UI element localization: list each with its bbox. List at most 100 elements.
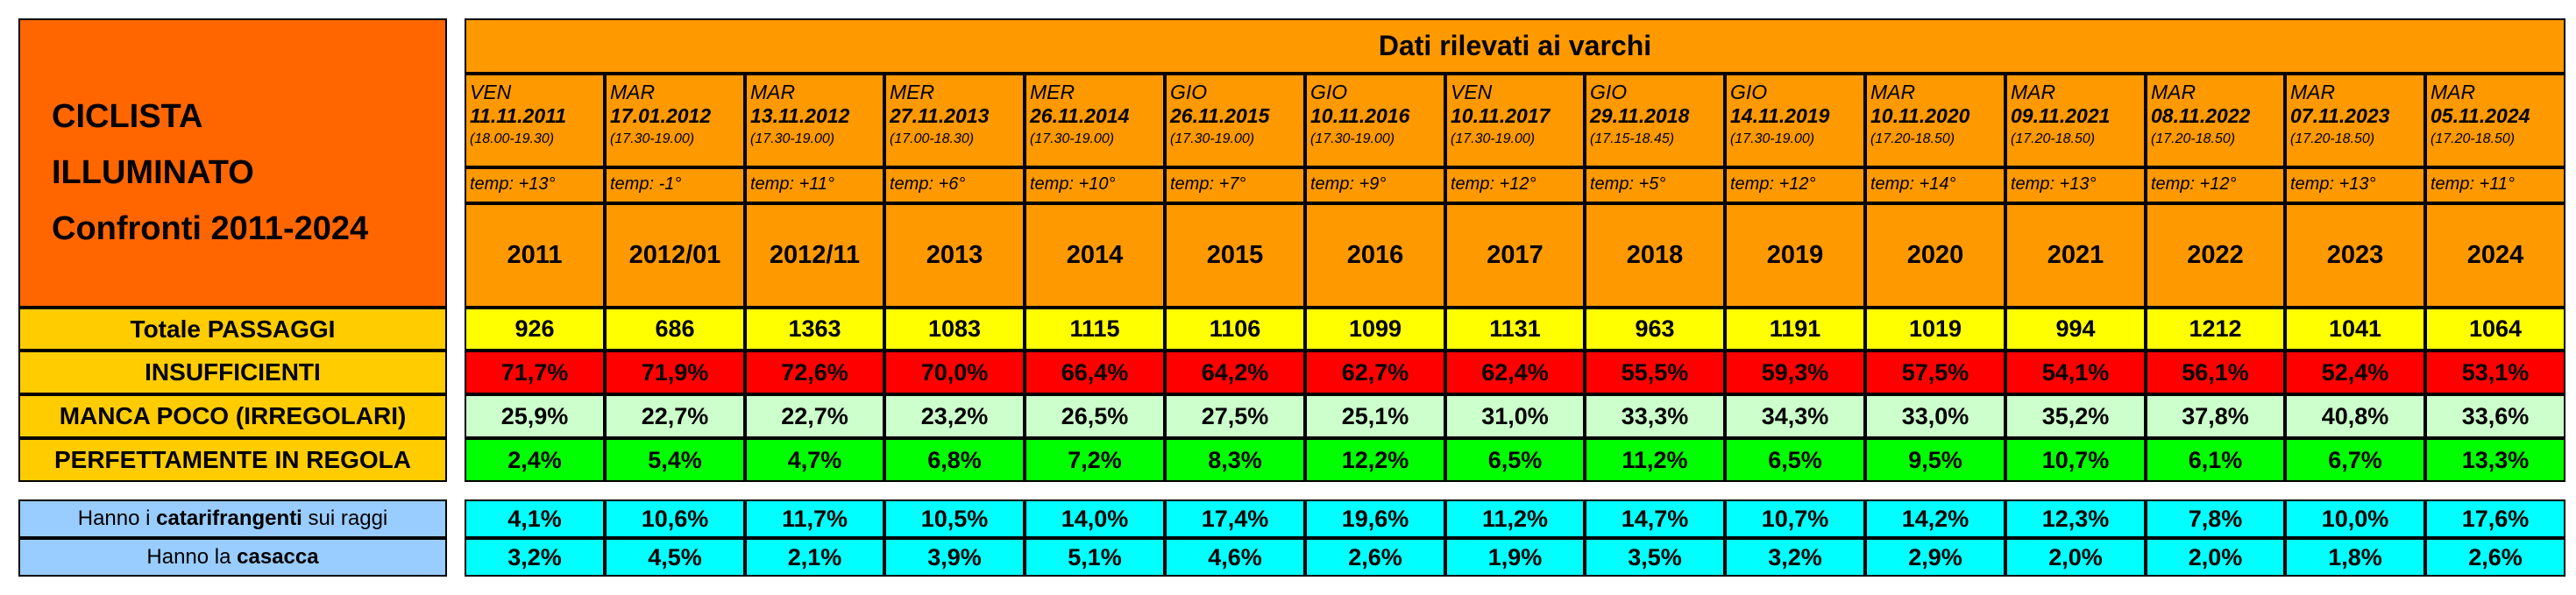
- temperature-cell: temp: +6°: [884, 167, 1025, 203]
- insufficienti-cell: 56,1%: [2146, 351, 2285, 394]
- time-range: (17.30-19.00): [1730, 131, 1815, 146]
- catarifrangenti-cell: 14,2%: [1865, 499, 2005, 538]
- totale-cell: 1106: [1165, 308, 1305, 351]
- row-label-regola: PERFETTAMENTE IN REGOLA: [18, 438, 447, 482]
- manca-poco-cell: 33,3%: [1585, 394, 1725, 438]
- casacca-cell: 1,8%: [2285, 538, 2425, 577]
- year-cell: 2020: [1865, 203, 2005, 308]
- manca-poco-cell: 35,2%: [2005, 394, 2146, 438]
- weekday: MAR: [2290, 81, 2336, 103]
- manca-poco-cell: 22,7%: [745, 394, 884, 438]
- year-cell: 2021: [2005, 203, 2146, 308]
- regola-cell: 9,5%: [1865, 438, 2005, 482]
- catarifrangenti-cell: 10,5%: [884, 499, 1025, 538]
- time-range: (17.00-18.30): [890, 131, 975, 146]
- totale-cell: 1064: [2425, 308, 2565, 351]
- regola-cell: 6,7%: [2285, 438, 2425, 482]
- manca-poco-cell: 26,5%: [1025, 394, 1165, 438]
- row-label-catarifrangenti: Hanno i catarifrangenti sui raggi: [18, 499, 447, 538]
- cat-label-bold: catarifrangenti: [156, 506, 302, 530]
- manca-poco-cell: 25,1%: [1305, 394, 1445, 438]
- catarifrangenti-cell: 7,8%: [2146, 499, 2285, 538]
- catarifrangenti-cell: 10,7%: [1725, 499, 1865, 538]
- survey-date: 17.01.2012: [610, 104, 712, 127]
- weekday: MAR: [2011, 81, 2056, 103]
- weekday: GIO: [1170, 81, 1208, 103]
- time-range: (17.30-19.00): [1030, 131, 1115, 146]
- manca-poco-cell: 31,0%: [1445, 394, 1585, 438]
- date-cell: MAR 05.11.2024 (17.20-18.50): [2425, 74, 2565, 167]
- insufficienti-cell: 71,9%: [605, 351, 745, 394]
- totale-cell: 1212: [2146, 308, 2285, 351]
- year-cell: 2024: [2425, 203, 2565, 308]
- date-cell: MER 27.11.2013 (17.00-18.30): [884, 74, 1025, 167]
- title-line-2: ILLUMINATO: [52, 154, 254, 191]
- totale-cell: 1083: [884, 308, 1025, 351]
- casacca-cell: 4,5%: [605, 538, 745, 577]
- cat-label-post: sui raggi: [302, 506, 388, 530]
- catarifrangenti-cell: 11,7%: [745, 499, 884, 538]
- temperature-cell: temp: +9°: [1305, 167, 1445, 203]
- time-range: (17.20-18.50): [2151, 131, 2236, 146]
- time-range: (17.20-18.50): [2431, 131, 2516, 146]
- weekday: MER: [1030, 81, 1075, 103]
- manca-poco-cell: 37,8%: [2146, 394, 2285, 438]
- weekday: MAR: [750, 81, 796, 103]
- totale-cell: 963: [1585, 308, 1725, 351]
- insufficienti-cell: 57,5%: [1865, 351, 2005, 394]
- insufficienti-cell: 71,7%: [465, 351, 605, 394]
- survey-date: 26.11.2015: [1170, 104, 1270, 127]
- insufficienti-cell: 66,4%: [1025, 351, 1165, 394]
- date-cell: GIO 10.11.2016 (17.30-19.00): [1305, 74, 1445, 167]
- temperature-cell: temp: +13°: [2285, 167, 2425, 203]
- regola-cell: 6,5%: [1725, 438, 1865, 482]
- title-line-3: Confronti 2011-2024: [52, 210, 369, 247]
- casacca-cell: 5,1%: [1025, 538, 1165, 577]
- totale-cell: 1363: [745, 308, 884, 351]
- casacca-cell: 2,1%: [745, 538, 884, 577]
- totale-cell: 994: [2005, 308, 2146, 351]
- casacca-cell: 1,9%: [1445, 538, 1585, 577]
- insufficienti-cell: 72,6%: [745, 351, 884, 394]
- temperature-cell: temp: +11°: [745, 167, 884, 203]
- insufficienti-cell: 70,0%: [884, 351, 1025, 394]
- temperature-cell: temp: -1°: [605, 167, 745, 203]
- regola-cell: 8,3%: [1165, 438, 1305, 482]
- regola-cell: 11,2%: [1585, 438, 1725, 482]
- survey-date: 05.11.2024: [2431, 104, 2530, 127]
- date-cell: MER 26.11.2014 (17.30-19.00): [1025, 74, 1165, 167]
- time-range: (18.00-19.30): [470, 131, 555, 146]
- regola-cell: 10,7%: [2005, 438, 2146, 482]
- time-range: (17.30-19.00): [1310, 131, 1395, 146]
- casacca-cell: 2,6%: [2425, 538, 2565, 577]
- temperature-cell: temp: +11°: [2425, 167, 2565, 203]
- time-range: (17.20-18.50): [2290, 131, 2375, 146]
- casacca-cell: 3,9%: [884, 538, 1025, 577]
- date-cell: VEN 11.11.2011 (18.00-19.30): [465, 74, 605, 167]
- year-cell: 2014: [1025, 203, 1165, 308]
- year-cell: 2022: [2146, 203, 2285, 308]
- row-label-insufficienti: INSUFFICIENTI: [18, 351, 447, 394]
- manca-poco-cell: 23,2%: [884, 394, 1025, 438]
- time-range: (17.30-19.00): [1170, 131, 1255, 146]
- totale-cell: 1191: [1725, 308, 1865, 351]
- casacca-cell: 4,6%: [1165, 538, 1305, 577]
- survey-date: 10.11.2020: [1870, 104, 1970, 127]
- cat-label-pre: Hanno i: [77, 506, 157, 530]
- regola-cell: 7,2%: [1025, 438, 1165, 482]
- insufficienti-cell: 53,1%: [2425, 351, 2565, 394]
- manca-poco-cell: 40,8%: [2285, 394, 2425, 438]
- date-cell: MAR 17.01.2012 (17.30-19.00): [605, 74, 745, 167]
- weekday: VEN: [470, 81, 512, 103]
- weekday: MAR: [2431, 81, 2476, 103]
- catarifrangenti-cell: 4,1%: [465, 499, 605, 538]
- date-cell: MAR 08.11.2022 (17.20-18.50): [2146, 74, 2285, 167]
- regola-cell: 6,1%: [2146, 438, 2285, 482]
- temperature-cell: temp: +5°: [1585, 167, 1725, 203]
- totale-cell: 686: [605, 308, 745, 351]
- manca-poco-cell: 22,7%: [605, 394, 745, 438]
- totale-cell: 1115: [1025, 308, 1165, 351]
- date-cell: GIO 26.11.2015 (17.30-19.00): [1165, 74, 1305, 167]
- title-line-1: CICLISTA: [52, 98, 203, 135]
- regola-cell: 4,7%: [745, 438, 884, 482]
